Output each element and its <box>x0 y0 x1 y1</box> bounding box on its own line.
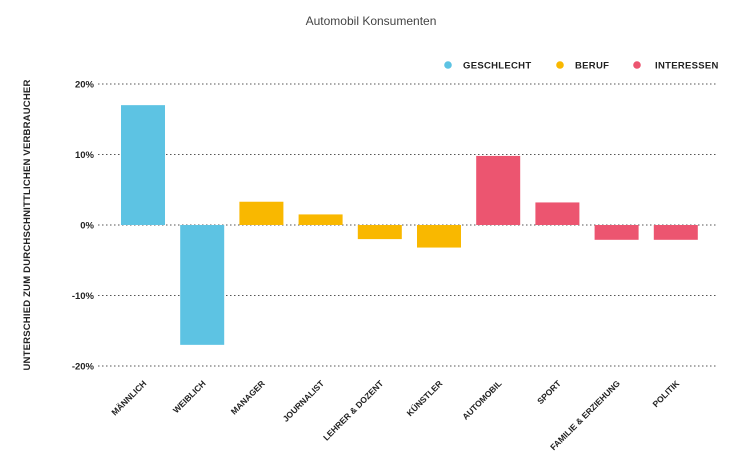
x-tick-label: FAMILIE & ERZIEHUNG <box>548 378 622 452</box>
x-tick-label: MÄNNLICH <box>109 378 148 417</box>
x-tick-label: SPORT <box>535 378 563 406</box>
legend-marker <box>556 61 564 69</box>
x-tick-label: KÜNSTLER <box>405 378 445 418</box>
x-tick-label: LEHRER & DOZENT <box>321 378 386 443</box>
x-tick-label: WEIBLICH <box>171 378 208 415</box>
bar <box>298 214 343 225</box>
y-tick-label: -20% <box>72 362 95 373</box>
x-tick-label: JOURNALIST <box>281 378 327 424</box>
y-tick-label: 10% <box>75 150 95 161</box>
y-axis-label: UNTERSCHIED ZUM DURCHSCHNITTLICHEN VERBR… <box>22 79 33 370</box>
category-labels: MÄNNLICH WEIBLICH MANAGER JOURNALISTLEHRER … <box>109 378 682 452</box>
y-tick-label: 20% <box>75 80 95 91</box>
legend: GESCHLECHT BERUF INTERESSEN <box>444 61 719 72</box>
legend-label: GESCHLECHT <box>463 61 531 72</box>
bar <box>417 225 461 248</box>
legend-label: BERUF <box>575 61 609 72</box>
legend-marker <box>444 61 452 69</box>
bars <box>121 105 698 345</box>
bar <box>594 225 639 240</box>
legend-marker <box>633 61 641 69</box>
x-tick-label: MANAGER <box>229 378 267 416</box>
x-tick-label: POLITIK <box>650 378 681 409</box>
y-tick-label: -10% <box>72 291 95 302</box>
bar <box>180 225 225 345</box>
chart-title: Automobil Konsumenten <box>306 14 437 28</box>
bar <box>476 155 521 225</box>
bar <box>535 202 580 225</box>
bar <box>653 225 698 240</box>
x-tick-label: AUTOMOBIL <box>460 378 503 421</box>
bar <box>239 201 284 225</box>
bar <box>357 225 402 240</box>
y-axis-ticks: 20% 10% 0% -10% -20% <box>72 80 95 373</box>
bar <box>121 105 165 225</box>
legend-label: INTERESSEN <box>655 61 719 72</box>
y-tick-label: 0% <box>80 221 94 232</box>
